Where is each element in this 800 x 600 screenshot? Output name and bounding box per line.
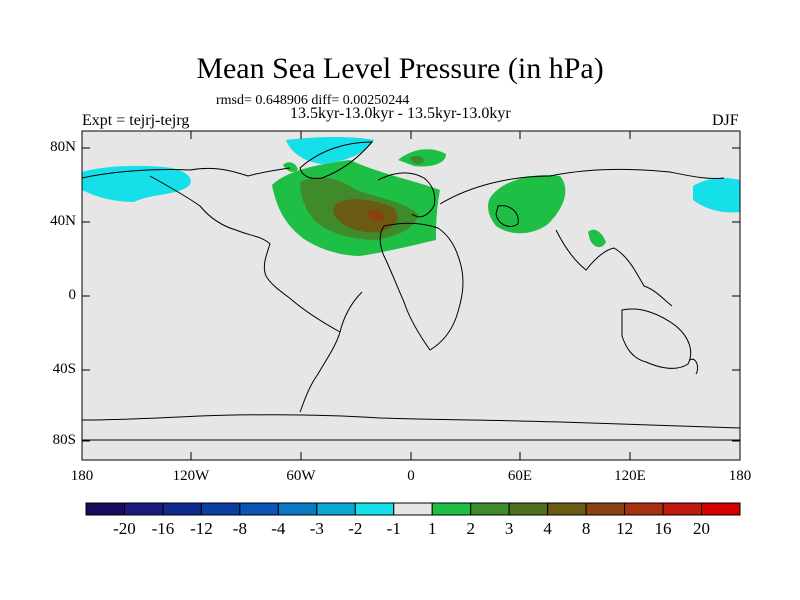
- lon-label-180e: 180: [728, 468, 752, 484]
- statistics-line: rmsd= 0.648906 diff= 0.00250244: [216, 93, 410, 108]
- lat-label-40s: 40S: [52, 361, 76, 377]
- plot-title: Mean Sea Level Pressure (in hPa): [196, 52, 604, 85]
- colorbar-swatch: [508, 502, 549, 516]
- colorbar-swatch: [85, 502, 125, 516]
- colorbar-swatch: [585, 502, 626, 516]
- colorbar-swatch: [123, 502, 164, 516]
- colorbar-swatch: [470, 502, 510, 516]
- colorbar-swatch: [701, 502, 741, 516]
- colorbar-tick-label: 12: [616, 519, 634, 538]
- colorbar-swatch: [200, 502, 241, 516]
- lon-label-60w: 60W: [286, 468, 316, 484]
- lat-label-0: 0: [68, 287, 77, 303]
- lat-label-80n: 80N: [50, 139, 76, 155]
- colorbar-swatch: [547, 502, 587, 516]
- lon-label-120w: 120W: [172, 468, 210, 484]
- colorbar-tick-label: 3: [504, 519, 514, 538]
- colorbar-tick-label: -1: [386, 519, 401, 538]
- colorbar-swatch: [354, 502, 395, 516]
- colorbar-tick-label: 2: [466, 519, 475, 538]
- colorbar-tick-label: -20: [113, 519, 136, 538]
- plot-subtitle: 13.5kyr-13.0kyr - 13.5kyr-13.0kyr: [290, 105, 511, 122]
- colorbar-tick-label: 1: [427, 519, 437, 538]
- colorbar-swatch: [162, 502, 202, 516]
- experiment-label: Expt = tejrj-tejrg: [82, 112, 190, 129]
- colorbar-swatch: [662, 502, 703, 516]
- colorbar-swatch: [624, 502, 664, 516]
- lon-label-60e: 60E: [507, 468, 533, 484]
- colorbar-tick-label: -8: [232, 519, 247, 538]
- coastlines: [81, 141, 741, 441]
- season-label: DJF: [712, 112, 739, 129]
- colorbar-tick-label: 8: [581, 519, 591, 538]
- lat-label-80s: 80S: [52, 432, 76, 448]
- colorbar-tick-label: 20: [693, 519, 711, 538]
- colorbar-swatch: [277, 502, 318, 516]
- colorbar-tick-label: -3: [309, 519, 324, 538]
- colorbar-tick-label: -16: [151, 519, 175, 538]
- colorbar-tick-label: 4: [543, 519, 552, 538]
- lat-label-40n: 40N: [50, 213, 76, 229]
- anomaly-4-8-shading: [368, 210, 384, 222]
- anomaly-3-4-shading: [333, 199, 398, 233]
- axis-ticks: [81, 131, 741, 460]
- colorbar-swatch: [393, 502, 433, 516]
- colorbar-tick-label: -4: [271, 519, 286, 538]
- negative-anomaly-shading: [82, 137, 740, 213]
- colorbar: [85, 502, 741, 516]
- lon-label-0: 0: [407, 468, 415, 484]
- colorbar-swatch: [431, 502, 472, 516]
- colorbar-swatch: [239, 502, 279, 516]
- colorbar-tick-label: -12: [190, 519, 213, 538]
- colorbar-tick-label: -2: [348, 519, 363, 538]
- colorbar-swatch: [316, 502, 356, 516]
- lon-label-120e: 120E: [614, 468, 646, 484]
- colorbar-tick-label: 16: [654, 519, 672, 538]
- lon-label-180w: 180: [70, 468, 94, 484]
